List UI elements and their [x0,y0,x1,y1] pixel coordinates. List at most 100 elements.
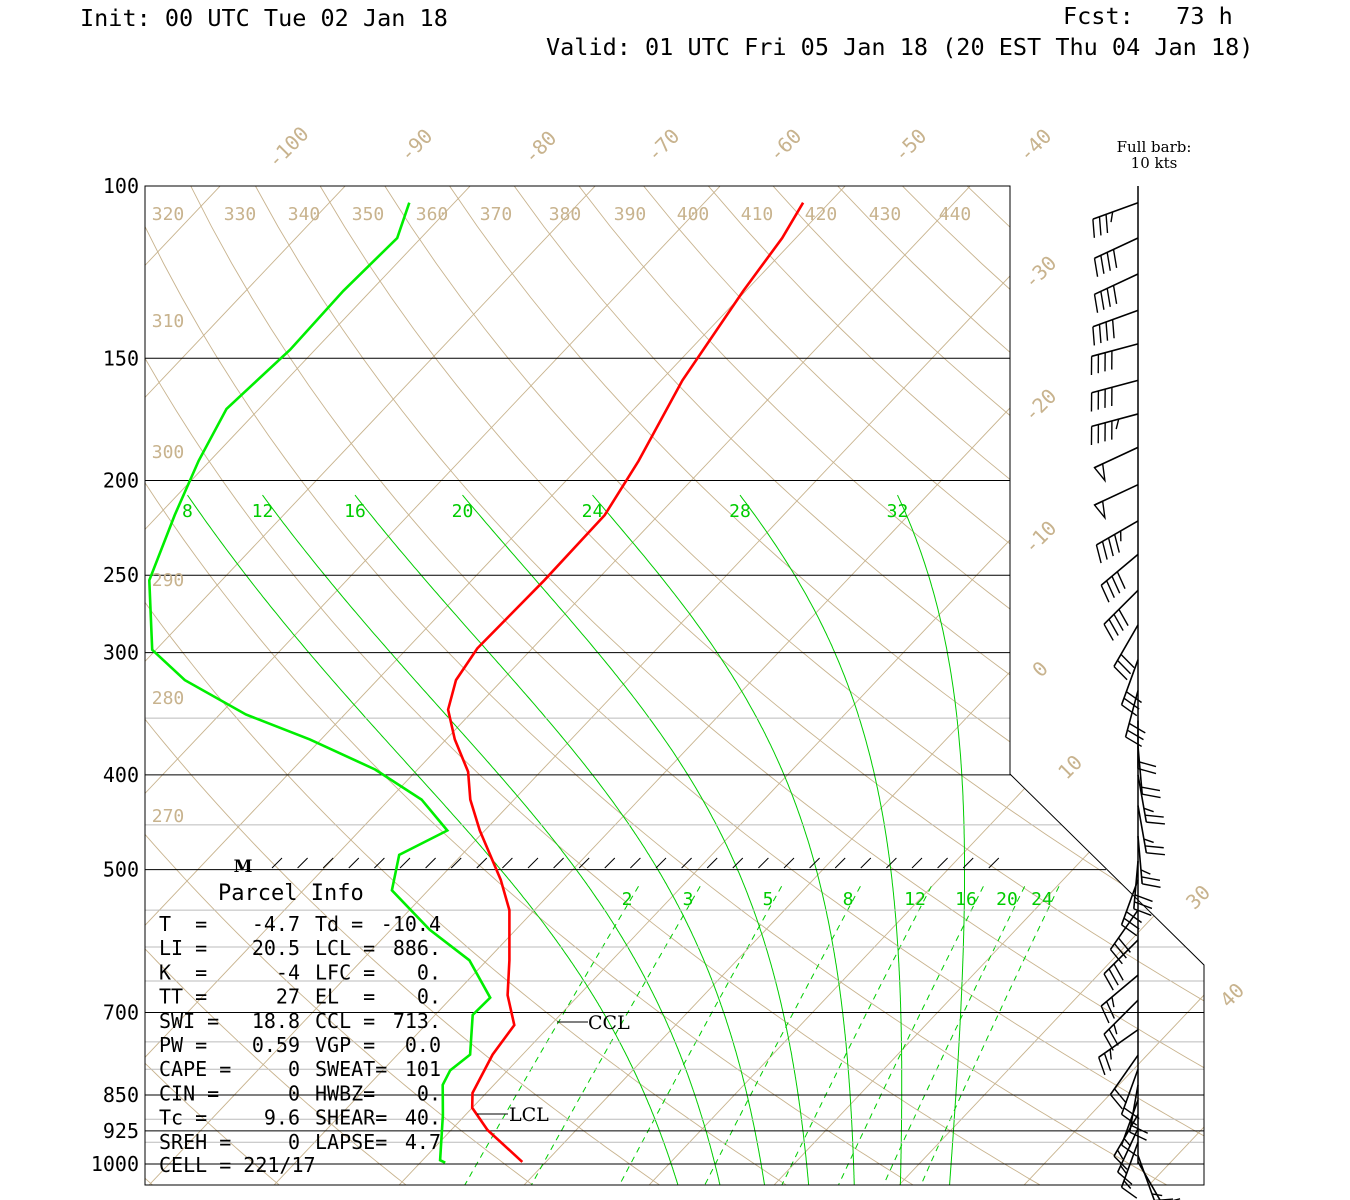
hash-mark [399,857,411,869]
barb-legend-line1: Full barb: [1117,138,1192,156]
isotherm-line [520,186,1204,1185]
moist-adiabat-line [592,494,855,1185]
theta-label: 370 [480,204,513,225]
hash-mark [681,857,692,869]
wind-barb-shaft [1091,343,1139,358]
wind-barb-shaft [1137,805,1148,853]
wind-barb-shaft [1091,379,1139,394]
parcel-info-l-label: K = [159,960,207,984]
mixing-ratio-label: 12 [904,889,926,910]
theta-label: 350 [352,204,385,225]
hash-mark [553,857,564,869]
wind-barb-shaft [1109,1054,1139,1095]
mixing-ratio-label: 20 [996,889,1018,910]
dry-adiabat-line [145,186,284,1185]
parcel-info-r-value: 0. [417,960,441,984]
parcel-info-r-label: VGP = [315,1033,375,1057]
wind-barb [1093,237,1139,277]
hash-mark [962,857,974,869]
wind-barb-flag [1121,1113,1138,1126]
wind-barb-flag [1107,537,1114,557]
moist-adiabat-label: 32 [887,501,909,522]
wind-barb [1092,309,1139,346]
isotherm-label: -70 [642,124,685,167]
hash-mark [783,857,795,869]
wind-barb-shaft [1113,624,1139,667]
moist-adiabat-label: 12 [252,501,274,522]
valid-time: Valid: 01 UTC Fri 05 Jan 18 (20 EST Thu … [546,33,1253,61]
pressure-tick-label: 150 [103,346,139,370]
wind-barb-flag [1145,814,1164,818]
pressure-lines [145,357,1204,1165]
wind-barb [1113,624,1139,681]
hash-mark [809,857,820,869]
isotherm-line [645,186,1204,1185]
isotherm-line [895,186,1204,1185]
mixing-ratio-label: 8 [843,889,854,910]
wind-barb-flag [1105,214,1109,234]
lower-panel-grid [462,886,1060,1185]
dry-adiabat-line [708,186,1204,1185]
parcel-info-title: Parcel Info [218,881,364,906]
parcel-info-l-value: 9.6 [264,1106,300,1130]
parcel-info-r-label: CCL = [315,1009,375,1033]
hash-mark [732,857,744,869]
forecast-hour: Fcst: 73 h [1063,2,1233,30]
wind-barb [1137,835,1161,888]
mixing-ratio-line [881,886,1026,1185]
hash-mark [886,857,897,869]
wind-barb [1109,1054,1139,1110]
wind-barb-flag [1109,948,1123,965]
parcel-info-r-label: SHEAR= [315,1106,387,1130]
wind-barb-shaft [1094,273,1139,296]
wind-barb-flag [1113,1088,1127,1104]
wind-barb-shaft [1100,974,1139,1007]
mixing-ratio-label: 24 [1031,889,1053,910]
theta-label: 270 [152,806,185,827]
wind-barb-flag [1098,216,1102,236]
wind-barb-flag [1137,767,1157,775]
wind-barb [1113,1114,1139,1170]
pressure-tick-label: 500 [103,858,139,882]
parcel-info-l-label: CIN = [159,1081,219,1105]
wind-barb-flag [1108,618,1119,636]
wind-barb-shaft [1120,1141,1139,1188]
wind-barb-pennant [1093,500,1106,521]
isotherm-label: -10 [1019,516,1062,559]
wind-barb [1092,201,1139,238]
parcel-info-l-value: 27 [276,985,300,1009]
wind-barb [1103,589,1139,641]
wind-barb-shaft [1120,879,1139,926]
init-time: Init: 00 UTC Tue 02 Jan 18 [80,4,448,32]
mixing-ratio-label: 16 [955,889,977,910]
theta-label: 280 [152,688,185,709]
wind-barb-flag [1109,1049,1112,1060]
parcel-info-l-value: 0 [288,1057,300,1081]
wind-barb-flag [1098,1057,1106,1076]
wind-barb-flag [1106,252,1111,271]
wind-barb-flag [1113,963,1124,981]
parcel-info-r-label: LAPSE= [315,1130,387,1154]
wind-barb-flag [1113,665,1128,681]
parcel-info-r-label: EL = [315,985,375,1009]
theta-label: 360 [416,204,449,225]
theta-label: 330 [224,204,257,225]
isotherm-label: -20 [1019,384,1062,427]
wind-barb-flag [1117,659,1132,675]
hash-mark [630,857,641,869]
isotherm-label: 10 [1053,750,1087,784]
wind-barb [1100,974,1139,1024]
moist-adiabat-label: 16 [344,501,366,522]
hash-mark [834,857,846,869]
hash-mark [322,857,334,869]
wind-barb-shaft [1137,835,1143,884]
isotherm-label: 40 [1215,978,1249,1012]
wind-barb-shaft [1092,201,1139,220]
wind-barb-flag [1121,704,1138,717]
wind-barb-flag [1110,211,1114,223]
wind-barb [1120,1141,1139,1199]
wind-barb-shaft [1137,1161,1161,1200]
wind-barb-flag [1113,1155,1128,1170]
parcel-info-table: T = -4.7 Td = -10.4 LI = 20.5 LCL = 886. K = -4 LF… [159,912,441,1154]
pressure-tick-label: 300 [103,641,139,665]
